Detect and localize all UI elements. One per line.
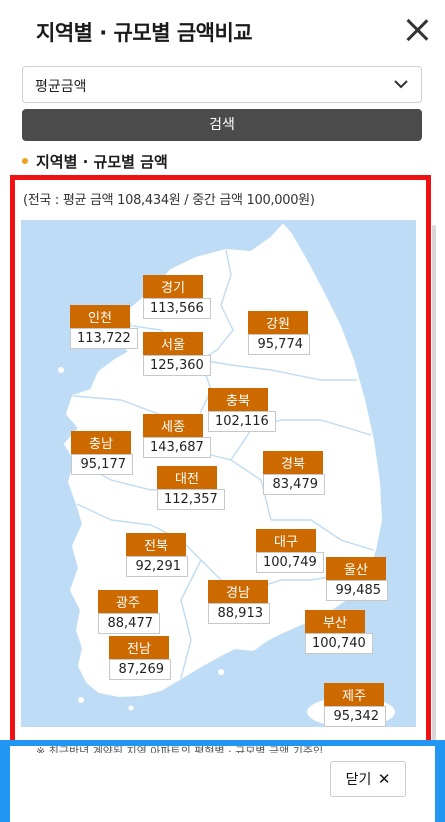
region-value: 113,722 (70, 328, 138, 349)
scrollbar[interactable] (432, 225, 436, 745)
section-title: 지역별 · 규모별 금액 (22, 151, 168, 172)
metric-select-value: 평균금액 (35, 79, 87, 95)
region-jeju[interactable]: 제주 95,342 (324, 683, 386, 727)
region-gangwon[interactable]: 강원 95,774 (248, 311, 310, 355)
region-value: 112,357 (157, 489, 225, 510)
region-name: 경남 (208, 580, 268, 603)
region-seoul[interactable]: 서울 125,360 (143, 332, 211, 376)
region-value: 100,740 (305, 633, 373, 654)
region-gyeongnam[interactable]: 경남 88,913 (208, 580, 270, 624)
region-busan[interactable]: 부산 100,740 (305, 610, 373, 654)
close-button-label: 닫기 (345, 772, 372, 788)
region-name: 전남 (109, 636, 169, 659)
region-value: 102,116 (208, 411, 276, 432)
region-jeonnam[interactable]: 전남 87,269 (109, 636, 171, 680)
close-icon[interactable] (403, 16, 431, 44)
region-value: 95,177 (71, 454, 133, 475)
region-name: 광주 (98, 590, 158, 613)
close-button[interactable]: 닫기 ✕ (330, 761, 406, 797)
national-summary: (전국 : 평균 금액 108,434원 / 중간 금액 100,000원) (23, 193, 315, 208)
modal-header: 지역별 · 규모별 금액비교 (0, 0, 445, 62)
bullet-dot-icon (22, 158, 28, 164)
region-value: 99,485 (326, 580, 388, 601)
region-name: 울산 (326, 557, 386, 580)
region-gyeonggi[interactable]: 경기 113,566 (143, 275, 211, 319)
region-name: 강원 (248, 311, 308, 334)
region-name: 서울 (143, 332, 203, 355)
region-name: 대구 (256, 529, 316, 552)
region-incheon[interactable]: 인천 113,722 (70, 305, 138, 349)
region-name: 세종 (143, 414, 203, 437)
chevron-down-icon (394, 80, 408, 89)
region-ulsan[interactable]: 울산 99,485 (326, 557, 388, 601)
search-button[interactable]: 검색 (22, 109, 422, 141)
region-value: 95,774 (248, 334, 310, 355)
region-value: 113,566 (143, 298, 211, 319)
region-name: 전북 (126, 533, 186, 556)
region-value: 88,913 (208, 603, 270, 624)
region-gwangju[interactable]: 광주 88,477 (98, 590, 160, 634)
region-chungnam[interactable]: 충남 95,177 (71, 431, 133, 475)
region-gyeongbuk[interactable]: 경북 83,479 (263, 451, 325, 495)
footnote-text: ※ 최근반년 계약된 지역 아파트의 평형별 · 규모별 금액 기준입 (36, 745, 324, 753)
region-name: 인천 (70, 305, 130, 328)
region-name: 경북 (263, 451, 323, 474)
region-value: 92,291 (126, 556, 188, 577)
region-chungbuk[interactable]: 충북 102,116 (208, 388, 276, 432)
region-value: 95,342 (324, 706, 386, 727)
region-daejeon[interactable]: 대전 112,357 (157, 466, 225, 510)
section-title-text: 지역별 · 규모별 금액 (36, 153, 168, 171)
region-jeonbuk[interactable]: 전북 92,291 (126, 533, 188, 577)
region-name: 경기 (143, 275, 203, 298)
region-name: 대전 (157, 466, 217, 489)
metric-select[interactable]: 평균금액 (22, 66, 422, 103)
region-sejong[interactable]: 세종 143,687 (143, 414, 211, 458)
region-name: 부산 (305, 610, 365, 633)
map-panel: (전국 : 평균 금액 108,434원 / 중간 금액 100,000원) (10, 175, 431, 745)
region-value: 143,687 (143, 437, 211, 458)
modal-title: 지역별 · 규모별 금액비교 (36, 21, 253, 45)
region-value: 87,269 (109, 659, 171, 680)
close-x-icon: ✕ (377, 770, 391, 788)
region-name: 충남 (71, 431, 131, 454)
region-name: 충북 (208, 388, 268, 411)
region-value: 83,479 (263, 474, 325, 495)
region-value: 125,360 (143, 355, 211, 376)
region-value: 88,477 (98, 613, 160, 634)
region-name: 제주 (324, 683, 384, 706)
region-value: 100,749 (256, 552, 324, 573)
region-daegu[interactable]: 대구 100,749 (256, 529, 324, 573)
